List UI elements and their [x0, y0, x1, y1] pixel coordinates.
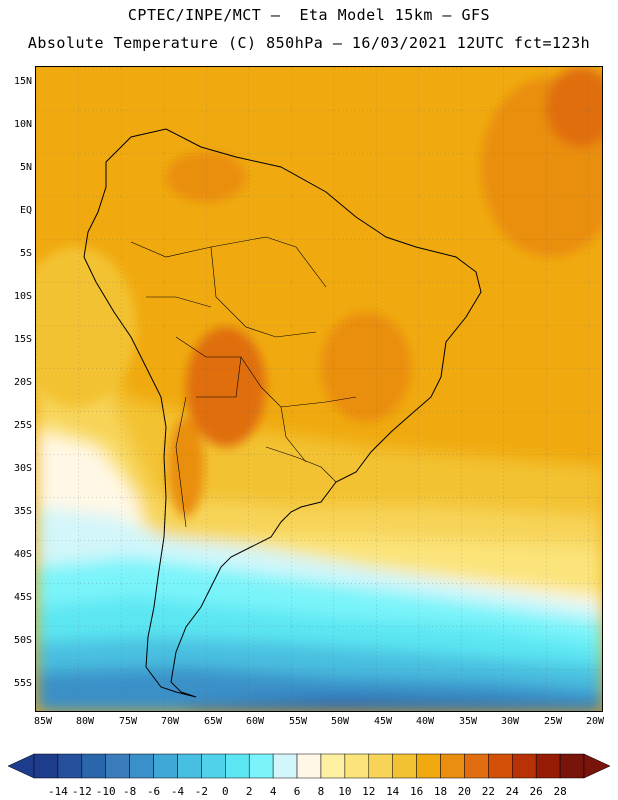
- legend-tick-label: 14: [386, 785, 400, 798]
- lat-label-10s: 10S: [13, 291, 32, 302]
- legend-tick-label: 16: [409, 785, 424, 798]
- lat-label-35s: 35S: [13, 506, 32, 517]
- lat-label-20s: 20S: [13, 377, 32, 388]
- legend-cell: [296, 753, 322, 779]
- lat-label-5s: 5S: [19, 248, 32, 259]
- temperature-map: [35, 66, 603, 712]
- legend-tick-label: 4: [269, 785, 277, 798]
- legend-cell: [248, 753, 274, 779]
- legend-tick-label: -12: [71, 785, 92, 798]
- lon-label-65w: 65W: [203, 716, 223, 727]
- legend-tick-label: 26: [529, 785, 543, 798]
- legend-cell: [488, 753, 513, 779]
- legend-cell: [344, 753, 370, 779]
- lat-label-15s: 15S: [13, 334, 32, 345]
- legend-tick-label: -2: [194, 785, 209, 798]
- legend-cell: [57, 753, 83, 779]
- legend-tick-label: 6: [293, 785, 301, 798]
- lat-label-30s: 30S: [13, 463, 32, 474]
- legend-tick-label: -10: [95, 785, 116, 798]
- legend-tick-label: -8: [123, 785, 137, 798]
- lat-label-25s: 25S: [13, 420, 32, 431]
- lon-label-30w: 30W: [500, 716, 520, 727]
- lat-label-55s: 55S: [13, 678, 32, 689]
- map-title-line-1: CPTEC/INPE/MCT – Eta Model 15km – GFS: [127, 6, 491, 24]
- legend-cell: [535, 753, 561, 779]
- legend-cell: [129, 753, 154, 779]
- lon-label-25w: 25W: [543, 716, 563, 727]
- lon-label-75w: 75W: [118, 716, 138, 727]
- legend-tick-label: -6: [146, 785, 161, 798]
- legend-tick-label: 20: [457, 785, 472, 798]
- lon-label-55w: 55W: [288, 716, 308, 727]
- lon-label-80w: 80W: [75, 716, 95, 727]
- legend-cell: [33, 753, 59, 779]
- legend-tick-label: -4: [170, 785, 185, 798]
- legend-cell: [201, 753, 226, 779]
- legend-tick-label: 22: [481, 785, 495, 798]
- color-legend: [7, 753, 611, 779]
- legend-tick-label: 28: [553, 785, 567, 798]
- graticule: [36, 67, 602, 711]
- legend-tick-label: 8: [317, 785, 325, 798]
- lon-label-70w: 70W: [160, 716, 180, 727]
- legend-tick-label: -14: [47, 785, 68, 798]
- legend-tick-label: 24: [505, 785, 519, 798]
- map-title-line-2: Absolute Temperature (C) 850hPa – 16/03/…: [27, 34, 591, 52]
- legend-cell: [105, 753, 130, 779]
- legend-cell: [153, 753, 178, 779]
- legend-cell: [559, 753, 585, 779]
- legend-cell: [272, 753, 298, 779]
- map-canvas: [36, 67, 602, 711]
- legend-cell: [225, 753, 250, 779]
- lat-label-eq: EQ: [19, 205, 32, 216]
- legend-tick-label: 12: [362, 785, 376, 798]
- legend-tick-label: 0: [221, 785, 229, 798]
- legend-cell: [320, 753, 346, 779]
- legend-cell: [392, 753, 417, 779]
- legend-cell: [440, 753, 465, 779]
- legend-arrow-low: [7, 753, 35, 779]
- legend-arrow-high: [583, 753, 611, 779]
- legend-cell: [464, 753, 489, 779]
- lat-label-50s: 50S: [13, 635, 32, 646]
- legend-cell: [512, 753, 537, 779]
- legend-cell: [368, 753, 393, 779]
- legend-tick-label: 2: [245, 785, 253, 798]
- lon-label-40w: 40W: [415, 716, 435, 727]
- lon-label-60w: 60W: [245, 716, 265, 727]
- lat-label-45s: 45S: [13, 592, 32, 603]
- legend-cell: [416, 753, 441, 779]
- lon-label-85w: 85W: [33, 716, 53, 727]
- legend-tick-label: 18: [433, 785, 448, 798]
- lat-label-5n: 5N: [19, 162, 32, 173]
- legend-cell: [177, 753, 202, 779]
- lat-label-40s: 40S: [13, 549, 32, 560]
- lat-label-10n: 10N: [13, 119, 32, 130]
- lon-label-35w: 35W: [458, 716, 478, 727]
- legend-tick-label: 10: [338, 785, 352, 798]
- lat-label-15n: 15N: [13, 76, 32, 87]
- lon-label-20w: 20W: [585, 716, 605, 727]
- lon-label-45w: 45W: [373, 716, 393, 727]
- legend-cell: [81, 753, 106, 779]
- lon-label-50w: 50W: [330, 716, 350, 727]
